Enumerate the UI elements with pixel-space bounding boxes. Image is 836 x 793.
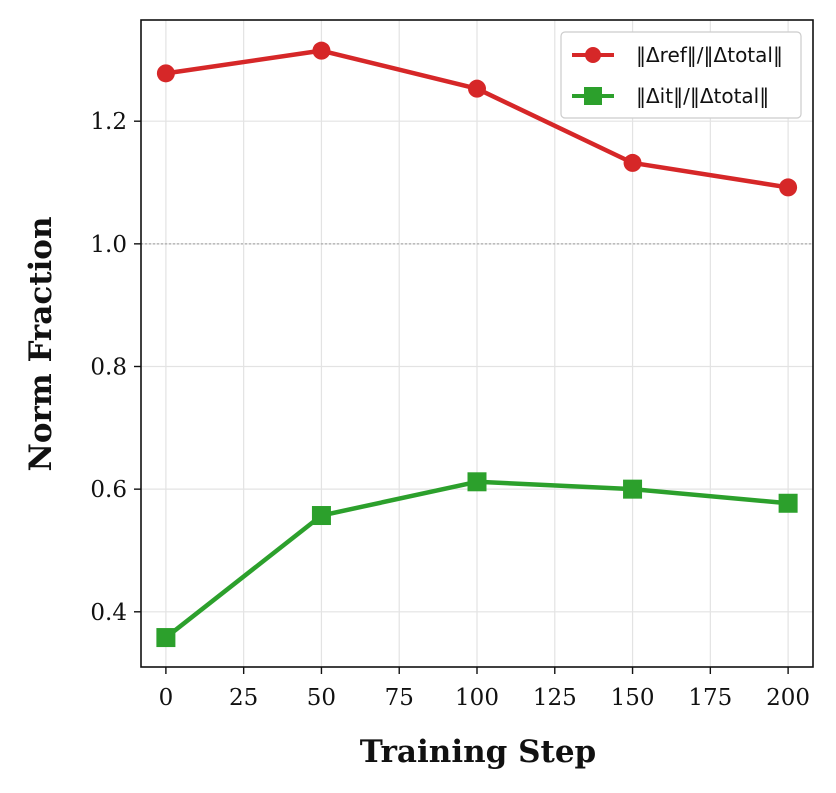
x-tick-label: 150 xyxy=(611,685,655,711)
y-tick-label: 0.8 xyxy=(90,354,127,380)
x-tick-label: 0 xyxy=(159,685,174,711)
x-tick-label: 125 xyxy=(533,685,577,711)
legend-marker-0 xyxy=(585,47,601,63)
x-tick-label: 25 xyxy=(229,685,258,711)
data-point-square xyxy=(623,479,643,499)
legend: ‖Δref‖/‖Δtotal‖ ‖Δit‖/‖Δtotal‖ xyxy=(560,31,802,119)
legend-box xyxy=(560,31,802,119)
x-tick-label: 200 xyxy=(766,685,810,711)
x-axis-label: Training Step xyxy=(360,734,596,770)
x-tick-label: 175 xyxy=(688,685,732,711)
y-tick-label: 1.2 xyxy=(90,109,127,135)
y-axis-label: Norm Fraction xyxy=(23,216,59,471)
legend-marker-1 xyxy=(584,87,602,105)
y-tick-label: 0.4 xyxy=(90,600,127,626)
data-point-circle xyxy=(156,64,175,83)
data-point-circle xyxy=(623,153,642,172)
y-tick-label: 0.6 xyxy=(90,477,127,503)
data-point-circle xyxy=(779,178,798,197)
series-layer xyxy=(156,41,798,648)
data-point-circle xyxy=(468,79,486,98)
x-tick-label: 100 xyxy=(455,685,499,711)
x-tick-label: 75 xyxy=(385,685,414,711)
data-point-square xyxy=(311,506,331,526)
legend-label-0: ‖Δref‖/‖Δtotal‖ xyxy=(636,43,783,67)
x-tick-label: 50 xyxy=(307,685,336,711)
tick-layer: 0 25 50 75 100 125 150 175 200 0.4 0.6 0.8 1.0 1.2 xyxy=(90,109,810,711)
y-tick-label: 1.0 xyxy=(90,232,127,258)
data-point-square xyxy=(778,493,798,513)
legend-label-1: ‖Δit‖/‖Δtotal‖ xyxy=(636,84,769,108)
data-point-circle xyxy=(312,41,331,60)
data-point-square xyxy=(156,628,176,648)
data-point-square xyxy=(467,472,487,492)
